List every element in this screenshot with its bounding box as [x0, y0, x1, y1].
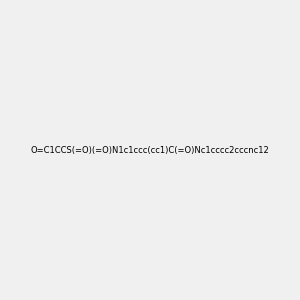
Text: O=C1CCS(=O)(=O)N1c1ccc(cc1)C(=O)Nc1cccc2cccnc12: O=C1CCS(=O)(=O)N1c1ccc(cc1)C(=O)Nc1cccc2… — [31, 146, 269, 154]
